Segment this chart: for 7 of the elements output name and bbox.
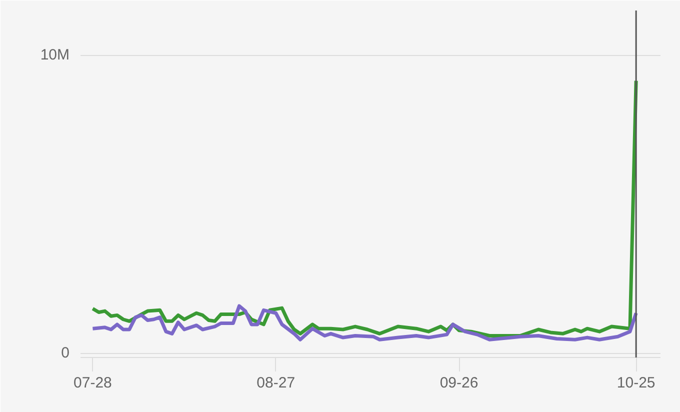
x-tick-label: 10-25 [616, 374, 656, 392]
y-tick-label: 0 [61, 344, 70, 362]
x-tick-label: 09-26 [440, 374, 478, 392]
y-tick-label: 10M [40, 46, 70, 64]
x-tick-label: 07-28 [74, 374, 112, 392]
line-series [90, 304, 638, 342]
x-tick-label: 08-27 [256, 374, 296, 392]
